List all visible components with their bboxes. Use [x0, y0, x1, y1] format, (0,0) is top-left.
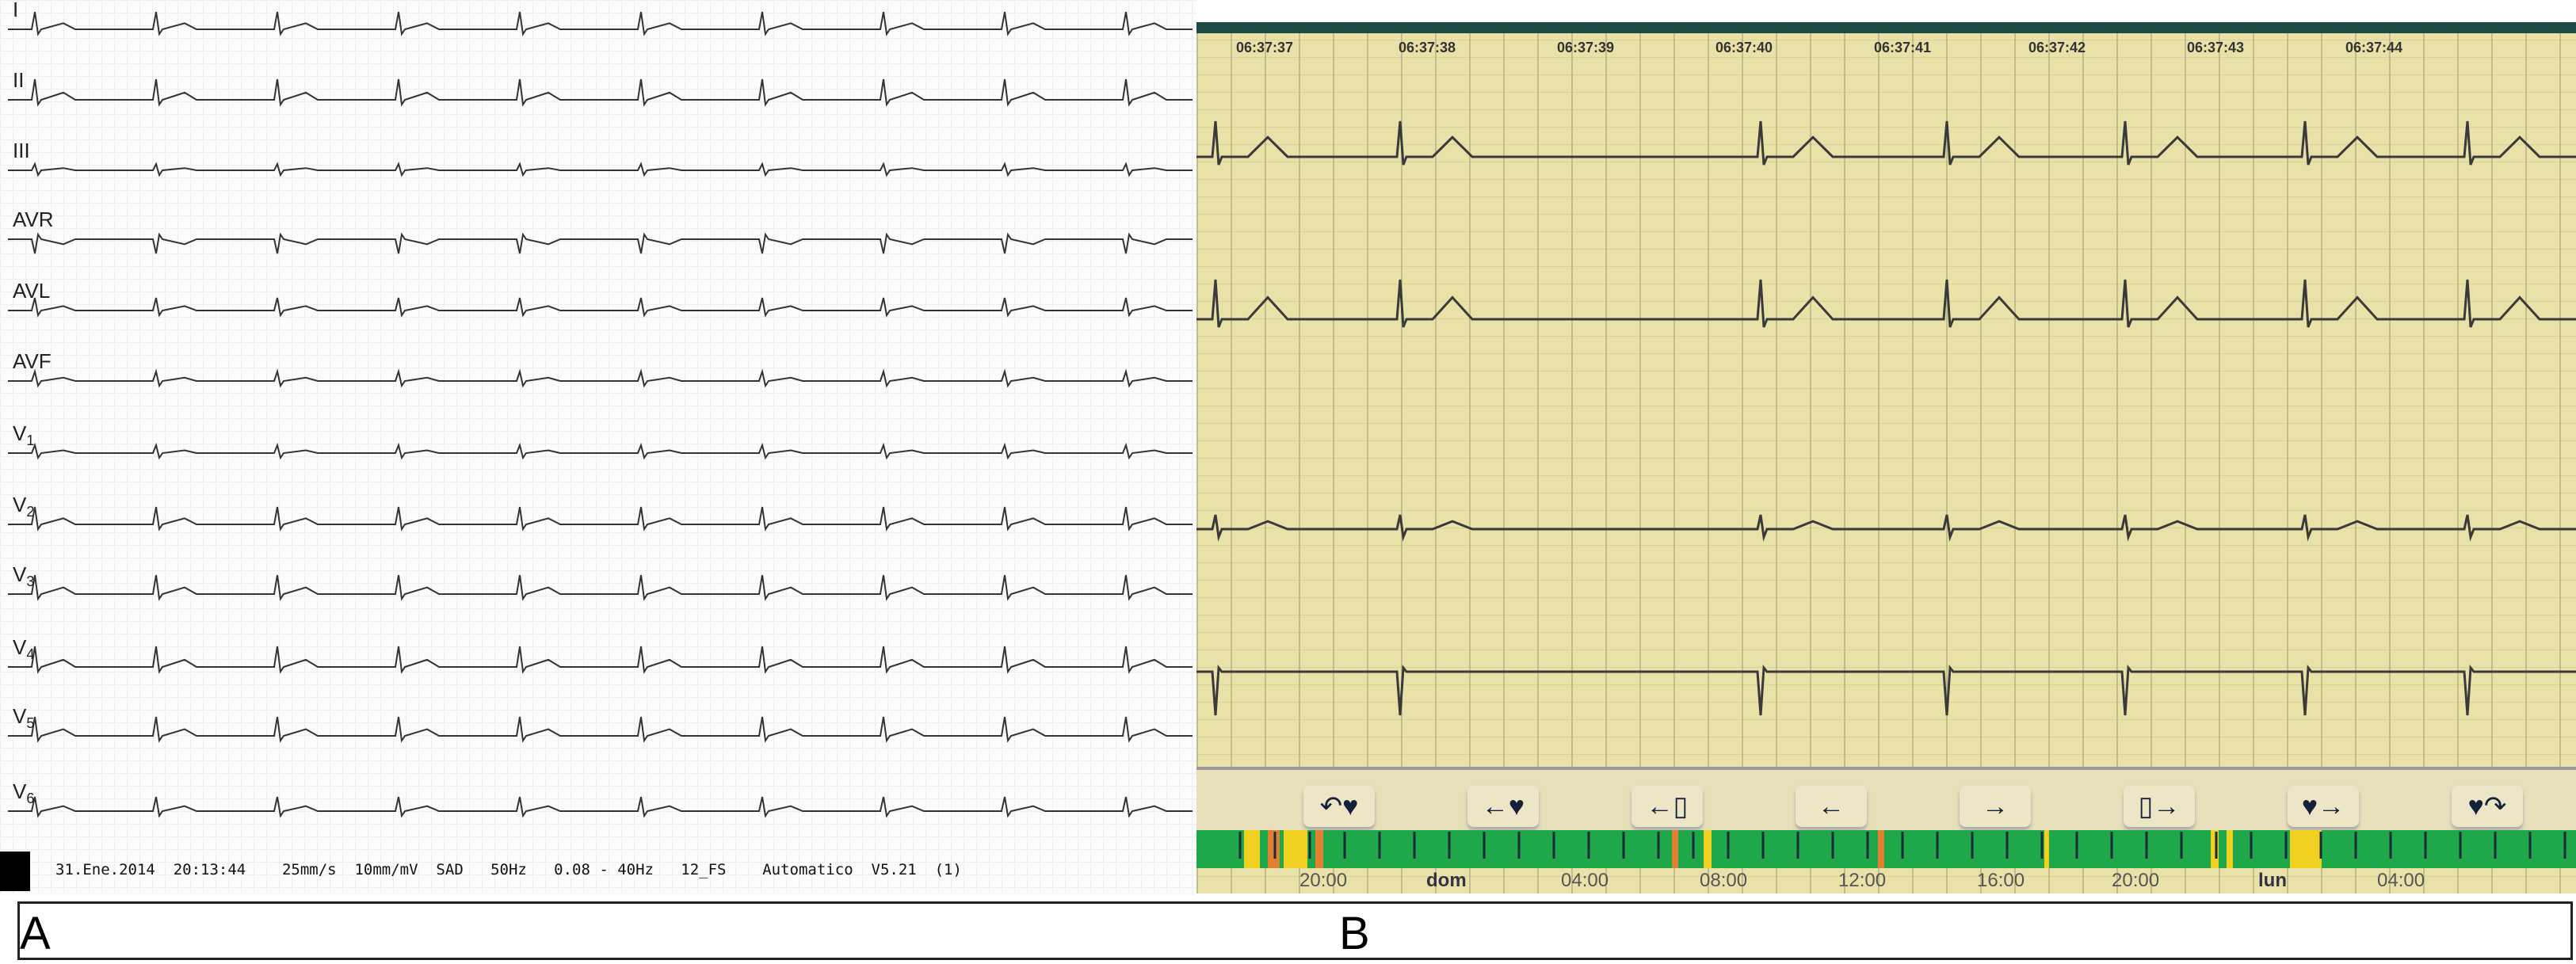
- timeline-event-warning[interactable]: [2290, 830, 2322, 868]
- forward-to-next-beat-button[interactable]: ♥↷: [2452, 786, 2523, 827]
- timestamp-label: 06:37:38: [1399, 40, 1456, 55]
- timestamp-label: 06:37:44: [2345, 40, 2403, 55]
- lead-label-avl: AVL: [13, 279, 51, 303]
- ecg-trace-v1: [8, 442, 1193, 460]
- timeline-event-alert[interactable]: [1878, 830, 1884, 868]
- ecg-trace-v3: [8, 574, 1193, 601]
- ecg-trace-avl: [8, 297, 1193, 318]
- ecg-trace-v2: [8, 506, 1193, 532]
- timeline-label: 04:00: [1561, 870, 1609, 891]
- timeline-label: 20:00: [1299, 870, 1348, 891]
- panel-b-label: B: [1339, 908, 1370, 959]
- ecg-12-lead-traces: [8, 11, 1193, 818]
- ecg-12-lead-panel: I II III AVR AVL AVF V1 V2 V3 V4 V5 V6 31.Ene.2014 …: [0, 0, 1196, 895]
- arrow-left-icon: ←: [1818, 791, 1845, 821]
- timeline-event-warning[interactable]: [1704, 830, 1712, 868]
- timeline-event-alert[interactable]: [1672, 830, 1678, 868]
- lead-label-v3: V3: [13, 562, 35, 590]
- next-page-button[interactable]: ▯→: [2124, 786, 2195, 827]
- ecg-trace-iii: [8, 162, 1193, 177]
- timestamp-label: 06:37:41: [1874, 40, 1932, 55]
- lead-label-avf: AVF: [13, 349, 52, 373]
- lead-label-i: I: [13, 0, 19, 21]
- holter-traces: [1196, 120, 2576, 716]
- timeline-label: 20:00: [2112, 870, 2160, 891]
- ecg-recording-info: 31.Ene.2014 20:13:44 25mm/s 10mm/mV SAD …: [55, 861, 962, 878]
- next-page-icon: ▯→: [2138, 791, 2181, 821]
- timeline-event-warning[interactable]: [2227, 830, 2233, 868]
- timeline-event-warning[interactable]: [2211, 830, 2219, 868]
- timeline-event-warning[interactable]: [2044, 830, 2049, 868]
- ecg-footer: 31.Ene.2014 20:13:44 25mm/s 10mm/mV SAD …: [0, 852, 1196, 891]
- timeline-label: 08:00: [1700, 870, 1748, 891]
- timeline-label: 16:00: [1977, 870, 2025, 891]
- previous-page-button[interactable]: ←▯: [1631, 786, 1703, 827]
- figure-panel-labels: A B: [17, 901, 2573, 960]
- holter-channel-4: [1196, 665, 2576, 716]
- ecg-trace-i: [8, 11, 1193, 36]
- lead-label-avr: AVR: [13, 208, 54, 231]
- timeline-label: 04:00: [2377, 870, 2425, 891]
- timeline-event-alert[interactable]: [1315, 830, 1323, 868]
- timeline-event-warning[interactable]: [1244, 830, 1260, 868]
- ecg-trace-v6: [8, 796, 1193, 818]
- ecg-trace-v4: [8, 646, 1193, 674]
- previous-page-icon: ←▯: [1646, 791, 1689, 821]
- lead-label-v1: V1: [13, 421, 35, 449]
- timestamp-label: 06:37:37: [1236, 40, 1294, 55]
- back-to-previous-beat-button[interactable]: ↶♥: [1303, 786, 1375, 827]
- previous-beat-button[interactable]: ←♥: [1467, 786, 1539, 827]
- timeline-event-warning[interactable]: [1284, 830, 1307, 868]
- back-to-previous-beat-icon: ↶♥: [1319, 791, 1359, 821]
- holter-channel-2: [1196, 279, 2576, 328]
- lead-label-v2: V2: [13, 493, 35, 520]
- ecg-trace-ii: [8, 78, 1193, 107]
- lead-label-v4: V4: [13, 635, 35, 663]
- title-bar: [1196, 22, 2576, 33]
- timestamp-label: 06:37:40: [1715, 40, 1773, 55]
- lead-label-ii: II: [13, 68, 25, 92]
- timeline-bar[interactable]: [1196, 830, 2576, 868]
- ecg-trace-avf: [8, 368, 1193, 388]
- timestamp-label: 06:37:42: [2028, 40, 2086, 55]
- forward-to-next-beat-icon: ♥↷: [2467, 791, 2507, 821]
- next-beat-icon: ♥→: [2301, 791, 2345, 821]
- ecg-trace-v5: [8, 716, 1193, 743]
- holter-channel-1: [1196, 120, 2576, 166]
- calibration-block: [0, 852, 30, 891]
- lead-label-v6: V6: [13, 779, 35, 807]
- holter-monitor-screen: 06:37:37 06:37:38 06:37:39 06:37:40 06:37:41…: [1196, 22, 2576, 894]
- timeline-label: 12:00: [1838, 870, 1887, 891]
- timeline-label: lun: [2258, 870, 2287, 891]
- holter-channel-3: [1196, 514, 2576, 542]
- timestamp-label: 06:37:43: [2187, 40, 2245, 55]
- next-beat-button[interactable]: ♥→: [2288, 786, 2359, 827]
- arrow-right-icon: →: [1982, 791, 2009, 821]
- timeline-label: dom: [1426, 870, 1467, 891]
- panel-a-label: A: [20, 908, 51, 959]
- lead-label-v5: V5: [13, 704, 35, 732]
- ecg-trace-avr: [8, 232, 1193, 254]
- timestamp-label: 06:37:39: [1557, 40, 1615, 55]
- previous-beat-icon: ←♥: [1481, 791, 1525, 821]
- arrow-right-button[interactable]: →: [1960, 786, 2031, 827]
- lead-label-iii: III: [13, 139, 30, 162]
- arrow-left-button[interactable]: ←: [1796, 786, 1867, 827]
